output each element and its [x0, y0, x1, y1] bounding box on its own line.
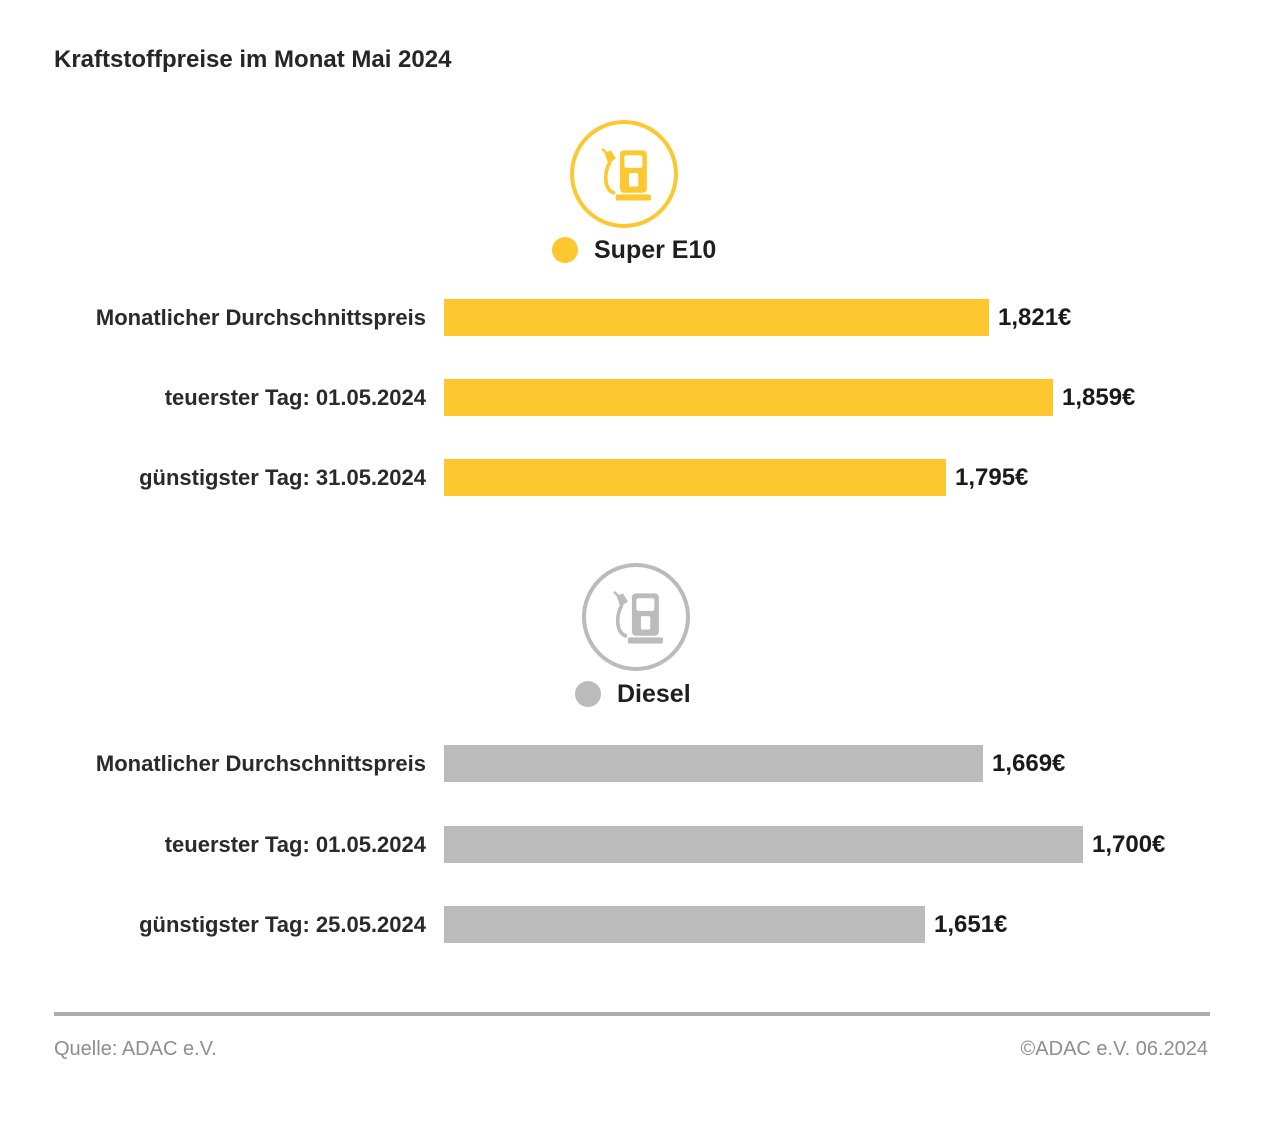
bar-label-diesel-most-expensive: teuerster Tag: 01.05.2024 [164, 832, 426, 857]
bar-row-diesel-most-expensive: 1,700€ [444, 826, 1165, 863]
bar-row-super-average: 1,821€ [444, 299, 1071, 336]
bar-label-diesel-average: Monatlicher Durchschnittspreis [95, 751, 426, 776]
page-title: Kraftstoffpreise im Monat Mai 2024 [54, 46, 452, 73]
bar-value-diesel-average: 1,669€ [992, 749, 1066, 777]
footer-divider [54, 1012, 1210, 1016]
footer-copyright: ©ADAC e.V. 06.2024 [1020, 1038, 1208, 1060]
bar-diesel-cheapest [444, 906, 925, 943]
footer-source: Quelle: ADAC e.V. [54, 1038, 217, 1060]
bar-row-super-cheapest: 1,795€ [444, 459, 1028, 496]
fuel-pump-icon [601, 148, 651, 201]
legend-super-e10: Super E10 [552, 237, 716, 263]
bar-label-super-cheapest: günstigster Tag: 31.05.2024 [139, 465, 426, 490]
bar-value-diesel-cheapest: 1,651€ [934, 910, 1008, 938]
legend-dot-super-e10 [552, 237, 578, 263]
bar-value-super-average: 1,821€ [998, 303, 1072, 331]
fuel-pump-circle-super [570, 120, 678, 228]
bar-super-most-expensive [444, 379, 1053, 416]
legend-dot-diesel [575, 681, 601, 707]
legend-label-super-e10: Super E10 [594, 236, 717, 264]
legend-label-diesel: Diesel [617, 680, 691, 708]
bar-super-cheapest [444, 459, 946, 496]
legend-diesel: Diesel [575, 681, 691, 707]
bar-row-super-most-expensive: 1,859€ [444, 379, 1135, 416]
bar-value-super-most-expensive: 1,859€ [1062, 383, 1136, 411]
bar-row-diesel-cheapest: 1,651€ [444, 906, 1007, 943]
bar-diesel-average [444, 745, 983, 782]
fuel-pump-circle-diesel [582, 563, 690, 671]
bar-label-super-most-expensive: teuerster Tag: 01.05.2024 [164, 385, 426, 410]
bar-value-super-cheapest: 1,795€ [955, 463, 1029, 491]
bar-label-super-average: Monatlicher Durchschnittspreis [95, 305, 426, 330]
bar-diesel-most-expensive [444, 826, 1083, 863]
fuel-pump-icon [613, 591, 663, 644]
bar-label-diesel-cheapest: günstigster Tag: 25.05.2024 [139, 912, 426, 937]
bar-super-average [444, 299, 989, 336]
bar-value-diesel-most-expensive: 1,700€ [1092, 830, 1166, 858]
bar-row-diesel-average: 1,669€ [444, 745, 1065, 782]
